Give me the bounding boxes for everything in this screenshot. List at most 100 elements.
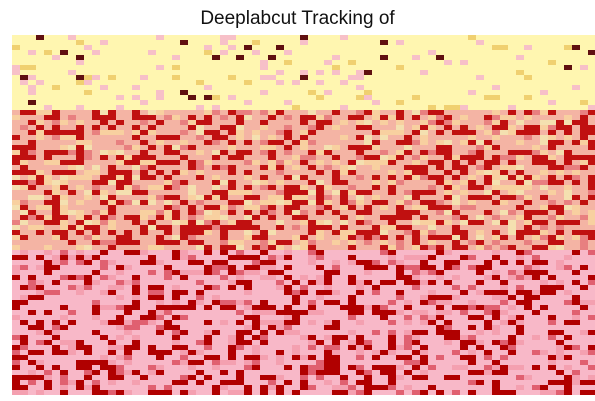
pixel-block [212, 300, 220, 305]
pixel-block [60, 90, 68, 95]
pixel-block [244, 115, 252, 120]
pixel-block [36, 225, 44, 230]
pixel-block [476, 325, 484, 330]
pixel-block [260, 155, 268, 160]
pixel-block [180, 175, 188, 180]
pixel-block [252, 155, 260, 160]
pixel-block [396, 300, 404, 305]
pixel-block [220, 125, 228, 130]
pixel-block [284, 215, 292, 220]
pixel-block [124, 270, 132, 275]
pixel-block [60, 370, 68, 375]
pixel-block [460, 65, 468, 70]
pixel-block [556, 280, 564, 285]
pixel-block [220, 255, 228, 260]
pixel-block [436, 165, 444, 170]
pixel-block [356, 60, 364, 65]
pixel-block [484, 85, 492, 90]
pixel-block [100, 280, 108, 285]
pixel-block [348, 115, 356, 120]
pixel-block [380, 265, 388, 270]
pixel-block [580, 350, 588, 355]
pixel-block [380, 120, 388, 125]
pixel-block [60, 225, 68, 230]
pixel-block [476, 40, 484, 45]
pixel-block [476, 190, 484, 195]
pixel-block [60, 40, 68, 45]
pixel-block [436, 235, 444, 240]
pixel-block [436, 275, 444, 280]
pixel-block [100, 135, 108, 140]
pixel-block [396, 360, 404, 365]
pixel-block [148, 210, 156, 215]
pixel-block [324, 180, 332, 185]
pixel-block [564, 35, 572, 40]
pixel-block [460, 285, 468, 290]
pixel-block [372, 320, 380, 325]
pixel-block [204, 210, 212, 215]
pixel-block [516, 175, 524, 180]
pixel-block [476, 205, 484, 210]
pixel-block [220, 115, 228, 120]
pixel-block [92, 215, 100, 220]
pixel-block [276, 225, 284, 230]
pixel-block [268, 320, 276, 325]
pixel-block [188, 255, 196, 260]
pixel-block [588, 245, 595, 250]
pixel-block [140, 160, 148, 165]
pixel-block [316, 105, 324, 110]
pixel-block [244, 90, 252, 95]
pixel-block [300, 90, 308, 95]
pixel-block [252, 280, 260, 285]
pixel-block [268, 240, 276, 245]
pixel-block [196, 365, 204, 370]
pixel-block [324, 110, 332, 115]
pixel-block [332, 185, 340, 190]
pixel-block [172, 35, 180, 40]
pixel-block [332, 165, 340, 170]
pixel-block [196, 230, 204, 235]
pixel-block [484, 65, 492, 70]
pixel-block [228, 315, 236, 320]
pixel-block [132, 365, 140, 370]
pixel-block [124, 280, 132, 285]
pixel-block [244, 305, 252, 310]
pixel-block [68, 325, 76, 330]
pixel-block [108, 85, 116, 90]
pixel-block [52, 375, 60, 380]
pixel-block [236, 165, 244, 170]
pixel-block [332, 255, 340, 260]
pixel-block [164, 85, 172, 90]
pixel-block [252, 310, 260, 315]
pixel-block [388, 180, 396, 185]
pixel-block [364, 280, 372, 285]
pixel-block [60, 120, 68, 125]
pixel-block [476, 265, 484, 270]
pixel-block [516, 90, 524, 95]
pixel-block [420, 350, 428, 355]
pixel-block [428, 125, 436, 130]
pixel-block [548, 45, 556, 50]
pixel-block [548, 190, 556, 195]
pixel-block [332, 45, 340, 50]
pixel-block [228, 275, 236, 280]
pixel-block [348, 320, 356, 325]
pixel-block [332, 355, 340, 360]
pixel-block [268, 135, 276, 140]
pixel-block [572, 170, 580, 175]
pixel-block [132, 235, 140, 240]
pixel-block [388, 305, 396, 310]
pixel-block [100, 185, 108, 190]
pixel-block [300, 300, 308, 305]
pixel-block [204, 195, 212, 200]
pixel-block [308, 215, 316, 220]
pixel-block [572, 310, 580, 315]
pixel-block [516, 165, 524, 170]
pixel-block [156, 95, 164, 100]
pixel-block [420, 150, 428, 155]
pixel-block [564, 290, 572, 295]
pixel-block [564, 235, 572, 240]
pixel-block [292, 185, 300, 190]
pixel-block [548, 65, 556, 70]
pixel-block [340, 320, 348, 325]
